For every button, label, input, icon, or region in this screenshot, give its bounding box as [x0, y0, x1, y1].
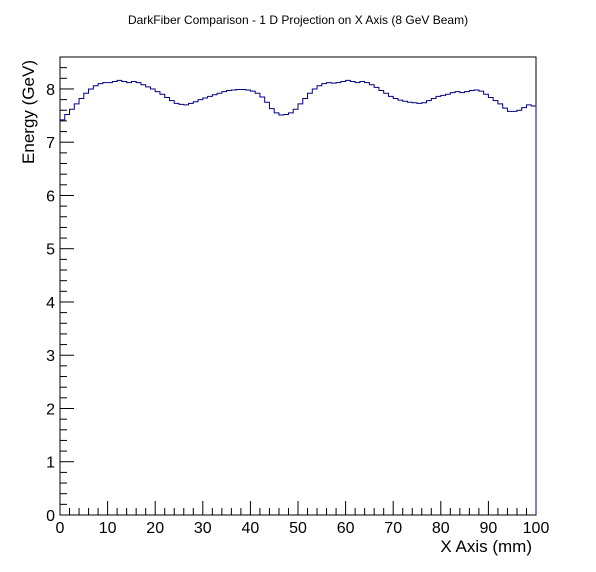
y-tick-labels: 0 1 2 3 4 5 6 7 8	[46, 82, 55, 525]
x-axis-label: X Axis (mm)	[440, 537, 532, 556]
x-tick-label: 70	[384, 520, 402, 537]
y-tick-label: 5	[46, 242, 55, 259]
y-tick-label: 7	[46, 135, 55, 152]
x-tick-label: 0	[56, 520, 65, 537]
plot-frame	[59, 56, 537, 516]
x-tick-label: 30	[194, 520, 212, 537]
x-tick-label: 90	[480, 520, 498, 537]
x-tick-label: 50	[289, 520, 307, 537]
energy-histogram-line	[60, 79, 537, 515]
x-tick-labels: 0 10 20 30 40 50 60 70 80 90 100	[56, 520, 550, 537]
y-tick-label: 0	[46, 508, 55, 525]
x-tick-label: 60	[337, 520, 355, 537]
y-tick-label: 2	[46, 401, 55, 418]
y-tick-label: 1	[46, 455, 55, 472]
x-tick-label: 40	[242, 520, 260, 537]
y-axis-label: Energy (GeV)	[19, 60, 38, 164]
x-tick-label: 20	[146, 520, 164, 537]
axis-ticks	[59, 56, 537, 516]
y-tick-label: 8	[46, 82, 55, 99]
y-tick-label: 4	[46, 295, 55, 312]
y-tick-label: 3	[46, 348, 55, 365]
x-tick-label: 10	[99, 520, 117, 537]
x-tick-label: 100	[523, 520, 550, 537]
x-tick-label: 80	[432, 520, 450, 537]
chart-title: DarkFiber Comparison - 1 D Projection on…	[128, 13, 468, 27]
y-tick-label: 6	[46, 188, 55, 205]
